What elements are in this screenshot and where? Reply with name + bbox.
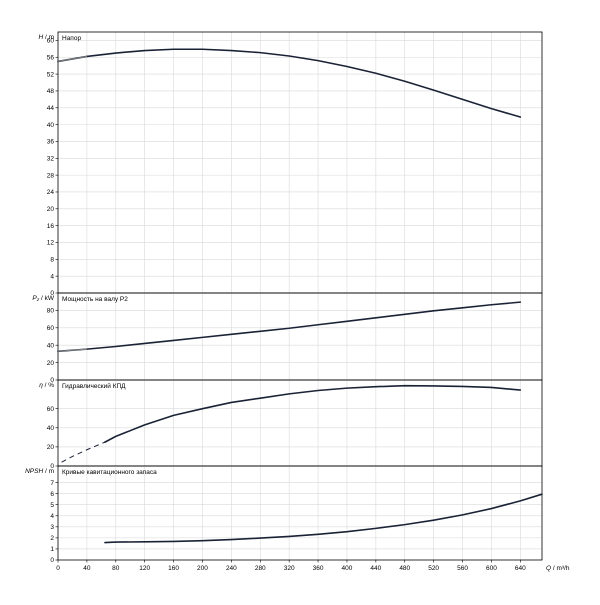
power-curve-extension [57,348,87,352]
npsh-y-tick-label: 3 [50,524,54,531]
power-y-tick-label: 40 [47,342,55,349]
power-y-tick-label: 80 [47,308,55,315]
x-tick-label: 600 [486,565,497,572]
power-y-axis-unit: / kW [39,295,55,302]
npsh-y-tick-label: 2 [50,535,54,542]
efficiency-y-axis-symbol: η [39,382,43,389]
efficiency-y-axis-unit: / % [43,382,54,389]
npsh-y-axis-symbol: NPSH [25,468,43,475]
head-y-tick-label: 12 [47,240,55,247]
head-y-tick-label: 52 [47,71,55,78]
power-y-axis-symbol: P₂ [32,295,39,302]
power-panel-frame [57,292,543,381]
head-y-tick-label: 0 [50,290,54,297]
head-y-axis-unit: / m [43,34,54,41]
head-y-tick-label: 32 [47,155,55,162]
x-axis-unit: / m³/h [551,565,570,572]
x-tick-label: 640 [515,565,526,572]
x-tick-label: 0 [56,565,60,572]
x-tick-label: 40 [83,565,91,572]
efficiency-y-tick-label: 40 [47,425,55,432]
x-tick-label: 360 [313,565,324,572]
head-y-tick-label: 4 [50,273,54,280]
head-y-tick-label: 24 [47,189,55,196]
npsh-y-axis-label: NPSH / m [25,468,54,475]
efficiency-curve-dashed [61,441,106,463]
x-tick-label: 480 [399,565,410,572]
efficiency-y-tick-label: 20 [47,444,55,451]
x-tick-label: 320 [284,565,295,572]
head-y-tick-label: 36 [47,139,55,146]
x-tick-label: 80 [112,565,120,572]
x-tick-label: 120 [139,565,150,572]
npsh-y-tick-label: 1 [50,546,54,553]
x-axis-symbol: Q [546,565,551,572]
x-axis-label: Q / m³/h [546,565,570,572]
head-curve-main [57,48,522,118]
x-tick-label: 400 [342,565,353,572]
head-y-tick-label: 44 [47,105,55,112]
power-y-tick-label: 0 [50,377,54,384]
head-panel-title: Напор [62,35,81,42]
npsh-y-axis-unit: / m [43,468,54,475]
head-y-tick-label: 28 [47,172,55,179]
efficiency-y-tick-label: 0 [50,463,54,470]
efficiency-curve-main [104,384,522,443]
x-tick-label: 160 [168,565,179,572]
head-y-tick-label: 8 [50,257,54,264]
head-panel-frame [57,31,543,294]
x-tick-label: 280 [255,565,266,572]
npsh-y-tick-label: 7 [50,480,54,487]
x-tick-label: 520 [428,565,439,572]
head-y-tick-label: 60 [47,38,55,45]
npsh-curve-main [104,493,543,544]
npsh-y-tick-label: 0 [50,557,54,564]
efficiency-y-tick-label: 60 [47,406,55,413]
head-y-tick-label: 40 [47,122,55,129]
power-y-tick-label: 20 [47,360,55,367]
head-y-axis-symbol: H [38,34,43,41]
npsh-y-tick-label: 4 [50,513,54,520]
npsh-panel-title: Кривые кавитационного запаса [62,469,157,476]
x-tick-label: 560 [457,565,468,572]
head-y-tick-label: 56 [47,54,55,61]
power-panel-title: Мощность на валу P2 [62,296,128,303]
efficiency-panel-title: Гидравлический КПД [62,382,126,390]
x-tick-label: 200 [197,565,208,572]
npsh-y-tick-label: 6 [50,491,54,498]
x-tick-label: 240 [226,565,237,572]
head-y-tick-label: 48 [47,88,55,95]
head-y-tick-label: 20 [47,206,55,213]
power-y-tick-label: 60 [47,325,55,332]
x-tick-label: 440 [370,565,381,572]
npsh-panel-frame [57,465,543,561]
power-y-axis-label: P₂ / kW [32,295,54,302]
head-y-tick-label: 16 [47,223,55,230]
head-y-axis-label: H / m [38,34,54,41]
head-curve-extension [57,55,87,62]
power-curve-main [57,301,522,353]
npsh-y-tick-label: 5 [50,502,54,509]
efficiency-y-axis-label: η / % [39,382,54,389]
